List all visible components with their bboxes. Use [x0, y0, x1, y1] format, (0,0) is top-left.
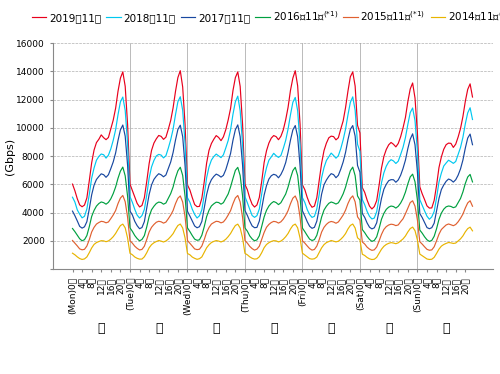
2019年11月 [142, 196, 148, 200]
Text: 水: 水 [212, 322, 220, 335]
2015年11月 [187, 241, 193, 245]
2016年11月 [390, 204, 396, 209]
2018年11月 [184, 196, 190, 200]
2014年11月 [300, 251, 306, 255]
2015年11月 [70, 238, 75, 243]
Line: 2016年11月: 2016年11月 [72, 167, 472, 241]
2016年11月 [187, 229, 193, 234]
Text: 金: 金 [328, 322, 335, 335]
2014年11月 [142, 255, 148, 259]
2014年11月 [187, 252, 193, 257]
2014年11月 [369, 257, 375, 262]
2018年11月 [390, 159, 396, 163]
2015年11月 [306, 246, 312, 251]
2017年11月 [393, 180, 399, 184]
2019年11月 [369, 207, 375, 211]
2015年11月 [300, 239, 306, 243]
2015年11月 [208, 222, 214, 226]
2014年11月 [178, 222, 184, 226]
2018年11月 [142, 207, 148, 212]
Text: 土: 土 [385, 322, 392, 335]
2016年11月 [208, 204, 214, 208]
Y-axis label: (Gbps): (Gbps) [4, 138, 15, 175]
2017年11月 [206, 183, 212, 187]
2018年11月 [306, 212, 312, 217]
2017年11月 [184, 209, 190, 214]
2019年11月 [70, 182, 75, 186]
Line: 2018年11月: 2018年11月 [72, 96, 472, 219]
2014年11月 [208, 240, 214, 245]
Line: 2014年11月: 2014年11月 [72, 224, 472, 260]
2019年11月 [178, 68, 184, 73]
2017年11月 [235, 123, 241, 127]
2014年11月 [70, 251, 75, 255]
2019年11月 [208, 141, 214, 146]
Text: 木: 木 [270, 322, 278, 335]
2015年11月 [144, 237, 150, 242]
Line: 2019年11月: 2019年11月 [72, 71, 472, 209]
2019年11月 [393, 145, 399, 149]
2018年11月 [70, 195, 75, 199]
2016年11月 [306, 237, 312, 241]
Text: 日: 日 [442, 322, 450, 335]
2017年11月 [300, 209, 306, 213]
2016年11月 [70, 226, 75, 231]
2018年11月 [300, 196, 306, 200]
2016年11月 [120, 165, 126, 169]
2017年11月 [306, 224, 312, 229]
2015年11月 [120, 193, 126, 198]
2014年11月 [306, 257, 312, 261]
2019年11月 [300, 183, 306, 187]
2018年11月 [235, 94, 241, 98]
2017年11月 [70, 209, 75, 213]
2019年11月 [187, 188, 193, 192]
2014年11月 [393, 242, 399, 246]
Legend: 2019年11月, 2018年11月, 2017年11月, 2016年11月$^{(*1)}$, 2015年11月$^{(*1)}$, 2014年11月$^{(: 2019年11月, 2018年11月, 2017年11月, 2016年11月$^… [32, 10, 500, 24]
2018年11月 [470, 117, 476, 122]
2015年11月 [393, 223, 399, 228]
Text: 月: 月 [98, 322, 105, 335]
Line: 2017年11月: 2017年11月 [72, 125, 472, 229]
2018年11月 [206, 165, 212, 169]
2017年11月 [369, 227, 375, 231]
2016年11月 [300, 226, 306, 230]
2016年11月 [470, 180, 476, 184]
2014年11月 [470, 229, 476, 233]
Line: 2015年11月: 2015年11月 [72, 196, 472, 250]
2016年11月 [426, 239, 432, 243]
2016年11月 [144, 225, 150, 229]
2015年11月 [470, 204, 476, 208]
2017年11月 [142, 220, 148, 224]
2017年11月 [470, 142, 476, 147]
Text: 火: 火 [155, 322, 162, 335]
2019年11月 [470, 95, 476, 99]
2019年11月 [306, 202, 312, 206]
2015年11月 [369, 248, 375, 252]
2018年11月 [426, 217, 432, 221]
